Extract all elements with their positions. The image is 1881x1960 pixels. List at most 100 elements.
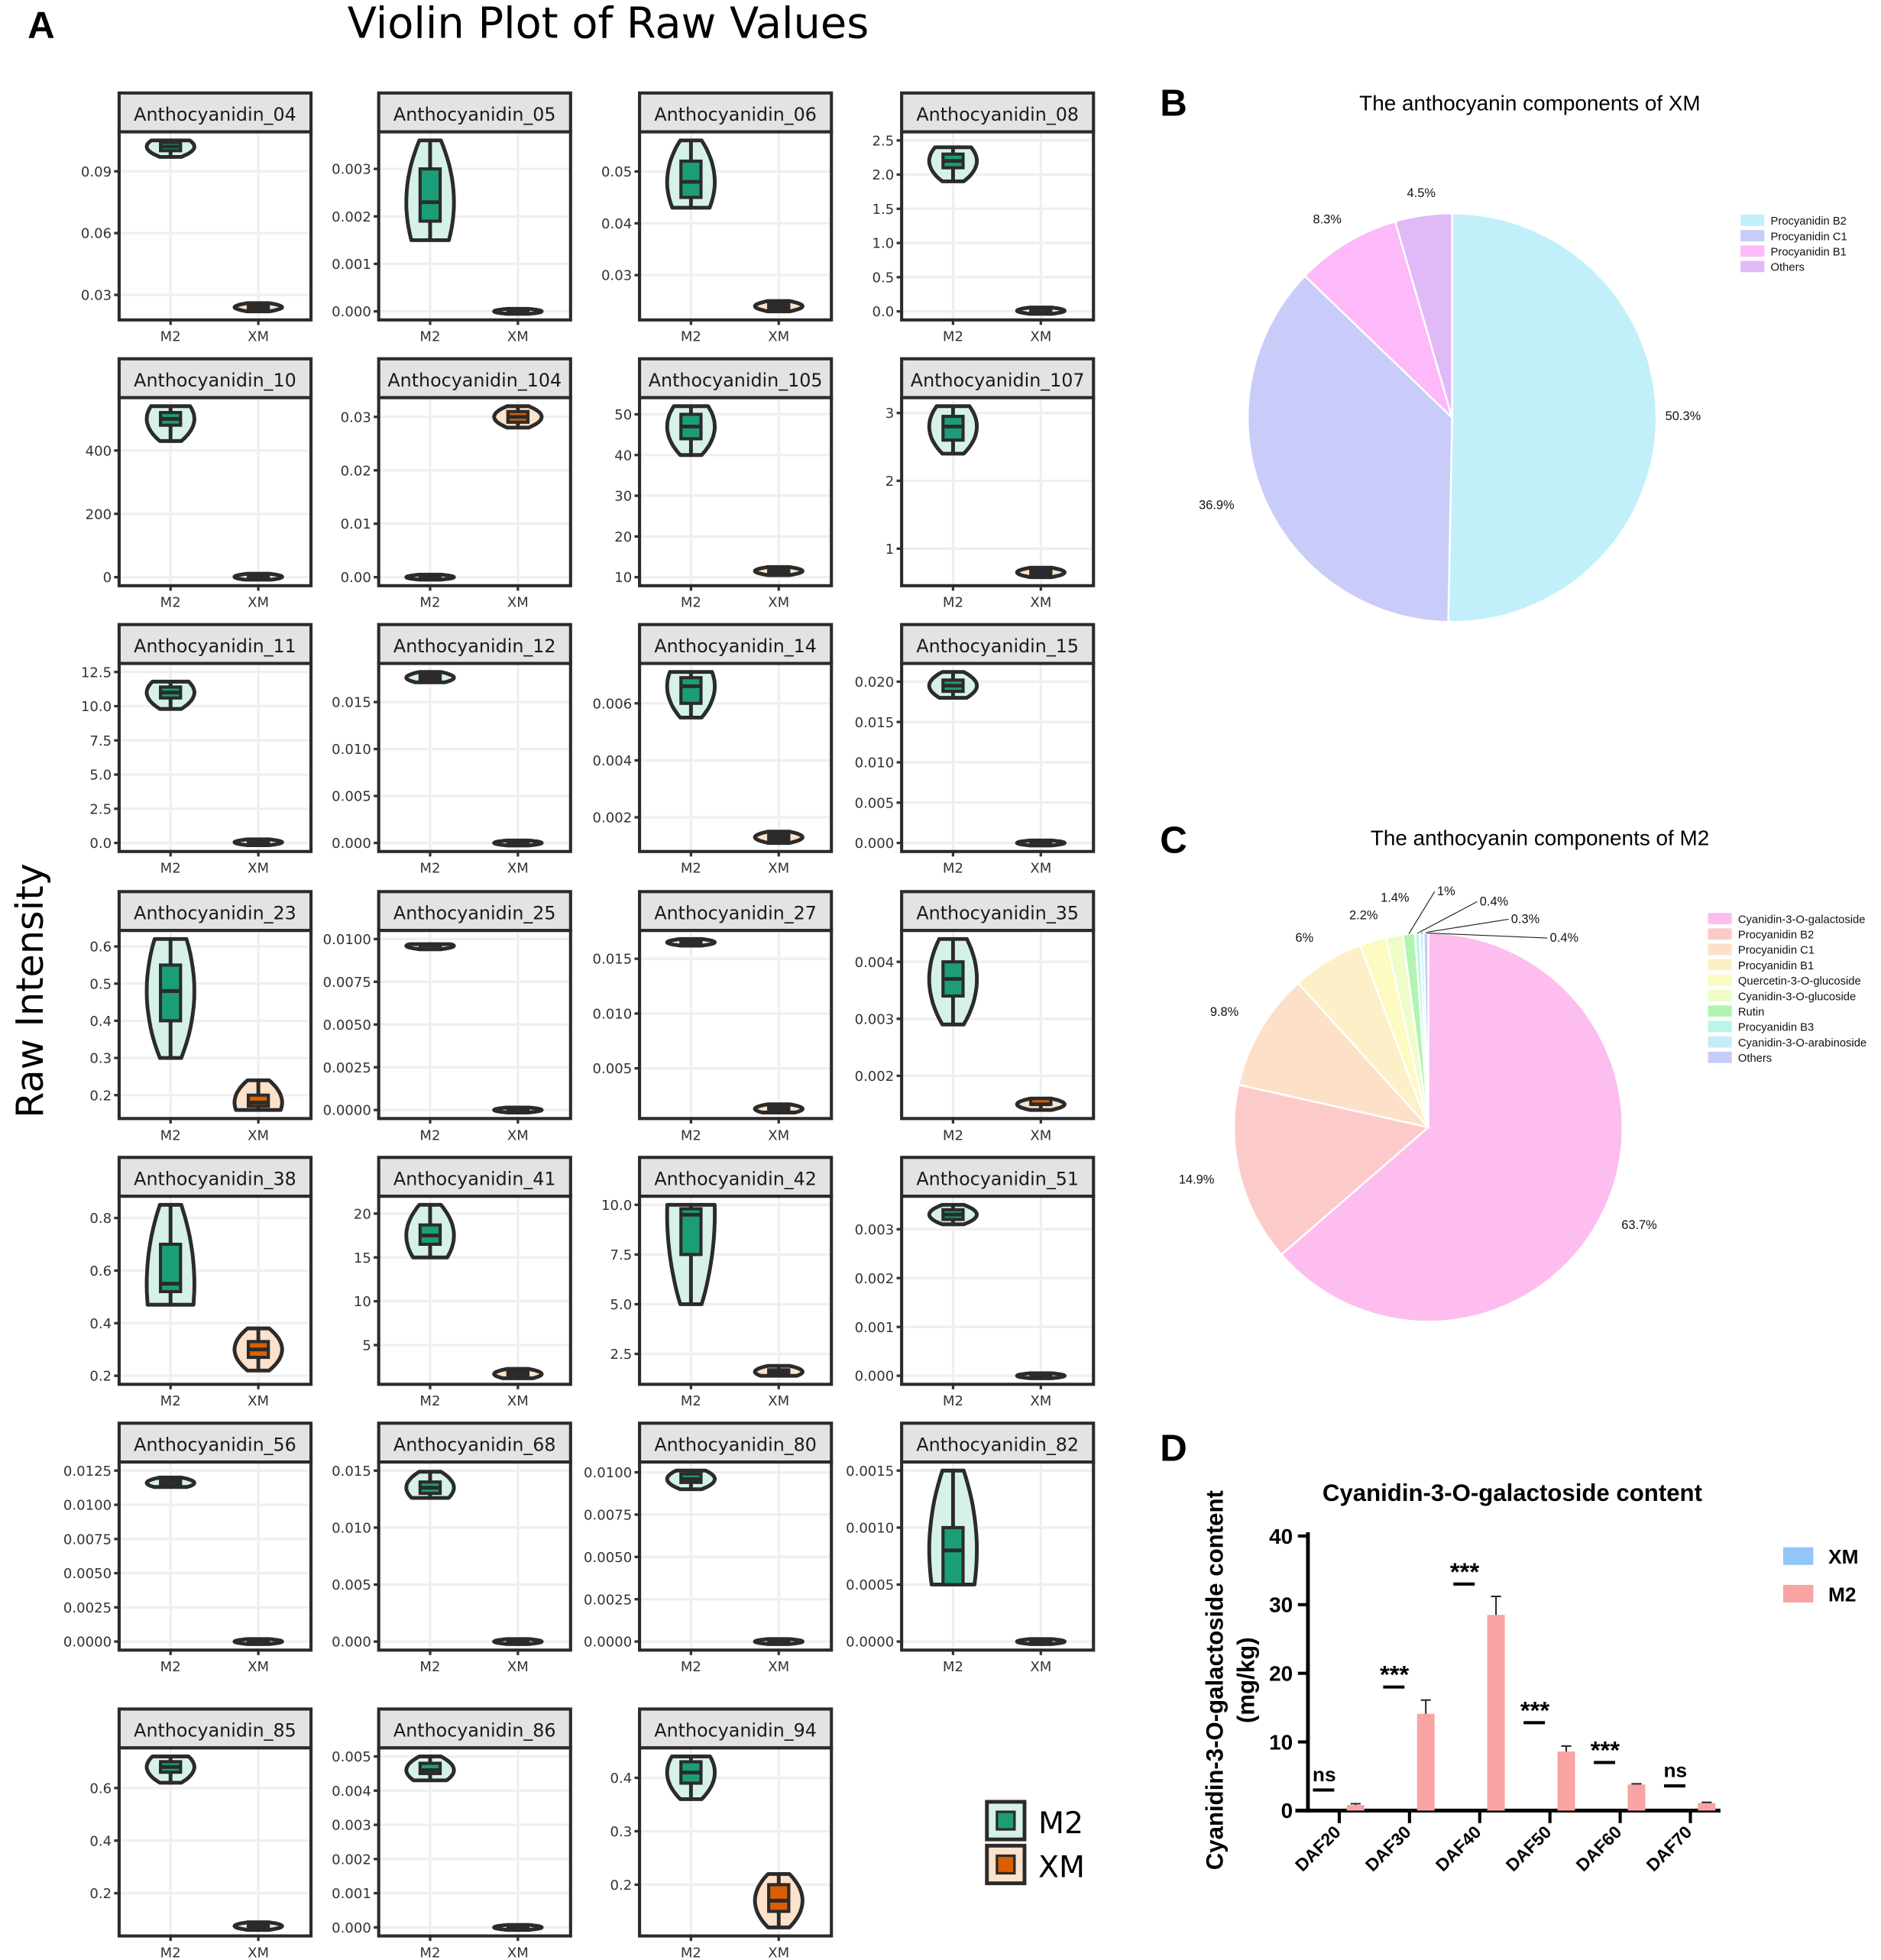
panel-title: Anthocyanidin_25	[393, 902, 556, 923]
x-tick-label-m2: M2	[681, 1393, 701, 1409]
x-tick-label-xm: XM	[507, 595, 529, 611]
y-tick-label: 0.04	[601, 216, 632, 232]
panel-border	[900, 130, 1096, 322]
x-tick-label-xm: XM	[1030, 595, 1051, 611]
y-tick-label: 0.09	[81, 164, 112, 180]
y-tick-label: 0.0050	[584, 1550, 632, 1566]
x-tick-label-xm: XM	[1030, 1659, 1051, 1675]
pie-b: 50.3% Procyanidin B2 36.9% Procyanidin C1 8.…	[1199, 186, 1847, 623]
leader-line	[1421, 918, 1509, 934]
y-tick-label: 0.2	[89, 1369, 112, 1385]
panel-title: Anthocyanidin_35	[916, 902, 1079, 923]
y-tick-label: 0.010	[855, 755, 895, 771]
y-tick-label: 10	[614, 570, 632, 586]
panel-border	[377, 661, 572, 853]
y-tick-label: 0	[103, 570, 112, 586]
y-tick-label: 10	[1269, 1730, 1293, 1754]
panel-title: Anthocyanidin_80	[654, 1434, 817, 1455]
panel-title: Anthocyanidin_51	[916, 1168, 1079, 1189]
y-tick-label: 7.5	[89, 733, 112, 749]
x-tick-label: DAF70	[1642, 1822, 1695, 1875]
x-tick-label-xm: XM	[248, 1945, 269, 1960]
y-tick-label: 0.002	[593, 810, 633, 826]
y-tick-label: 0.015	[332, 1464, 371, 1480]
bar-m2	[1487, 1615, 1505, 1811]
y-tick-label: 0.00	[341, 570, 371, 586]
panel-border	[900, 929, 1096, 1121]
y-tick-label: 0.0000	[323, 1103, 371, 1119]
x-tick-label-m2: M2	[160, 595, 181, 611]
legend-label: Procyanidin B1	[1771, 246, 1847, 258]
y-tick-label: 0.0100	[63, 1498, 112, 1514]
x-tick-label-xm: XM	[768, 329, 789, 345]
y-tick-label: 0	[1281, 1799, 1293, 1823]
y-tick-label: 0.010	[332, 742, 371, 758]
y-tick-label: 0.003	[332, 162, 371, 178]
y-tick-label: 0.5	[89, 976, 112, 992]
y-tick-label: 12.5	[81, 665, 112, 681]
panel-title: Anthocyanidin_05	[393, 104, 556, 125]
y-tick-label: 0.001	[855, 1320, 895, 1336]
panel-border	[638, 661, 834, 853]
panel-label-c: C	[1160, 819, 1187, 861]
x-tick-label-xm: XM	[248, 861, 269, 877]
x-tick-label-m2: M2	[943, 1127, 963, 1143]
panel-strip	[377, 357, 572, 399]
panel-border	[377, 396, 572, 587]
violin-panel: Anthocyanidin_27 0.005 0.010 0.015 M2 XM	[593, 890, 834, 1143]
y-tick-label: 0.004	[593, 753, 633, 769]
violin-panel: Anthocyanidin_56 0.0000 0.0025 0.0050 0.0075…	[63, 1421, 313, 1675]
significance-label: ns	[1664, 1759, 1688, 1782]
significance-label: ***	[1591, 1736, 1620, 1764]
legend-swatch	[1740, 214, 1765, 226]
panel-title: Anthocyanidin_86	[393, 1720, 556, 1742]
x-tick-label: DAF40	[1432, 1822, 1485, 1875]
panel-strip	[117, 1156, 313, 1198]
panel-strip	[900, 623, 1096, 665]
panel-border	[117, 1460, 313, 1652]
panel-title: Anthocyanidin_27	[654, 902, 817, 923]
y-tick-label: 0.015	[855, 715, 895, 731]
legend-label: Others	[1771, 262, 1805, 274]
y-tick-label: 40	[1269, 1525, 1293, 1548]
x-tick-label-xm: XM	[507, 861, 529, 877]
y-tick-label: 0.002	[855, 1271, 895, 1287]
x-tick-label-xm: XM	[507, 329, 529, 345]
y-tick-label: 0.3	[89, 1051, 112, 1067]
pie-label: 6%	[1295, 931, 1313, 945]
pie-label: 36.9%	[1199, 499, 1235, 513]
pie-c-title: The anthocyanin components of M2	[1371, 826, 1709, 850]
legend-swatch	[1708, 1020, 1732, 1033]
legend-label: Procyanidin B2	[1738, 930, 1814, 942]
legend-swatch	[1708, 974, 1732, 986]
x-tick-label-xm: XM	[768, 1945, 789, 1960]
y-tick-label: 0.0050	[323, 1017, 371, 1033]
violin-panel: Anthocyanidin_80 0.0000 0.0025 0.0050 0.0075…	[584, 1421, 834, 1675]
y-tick-label: 0.4	[89, 1316, 112, 1332]
significance-label: ***	[1520, 1696, 1550, 1724]
violin-panel: Anthocyanidin_82 0.0000 0.0005 0.0010 0.0015…	[846, 1421, 1096, 1675]
panel-border	[900, 661, 1096, 853]
panel-strip	[638, 1421, 834, 1464]
x-tick-label-xm: XM	[1030, 329, 1051, 345]
y-tick-label: 0.0000	[846, 1635, 894, 1651]
y-tick-label: 0.0050	[63, 1566, 112, 1582]
x-tick-label-m2: M2	[419, 1393, 440, 1409]
plot-area	[118, 1462, 312, 1651]
y-tick-label: 0.6	[89, 940, 112, 956]
y-tick-label: 50	[614, 407, 632, 423]
panel-title: Anthocyanidin_82	[916, 1434, 1079, 1455]
y-tick-label: 0.0025	[323, 1060, 371, 1076]
panel-border	[638, 1746, 834, 1938]
violin-ylabel: Raw Intensity	[8, 863, 52, 1118]
panel-title: Anthocyanidin_42	[654, 1168, 817, 1189]
legend-label-m2: M2	[1038, 1806, 1083, 1841]
x-tick-label-xm: XM	[768, 1393, 789, 1409]
y-tick-label: 15	[354, 1250, 371, 1266]
panel-title: Anthocyanidin_14	[654, 636, 817, 657]
plot-area	[639, 930, 832, 1119]
x-tick-label-m2: M2	[681, 595, 701, 611]
y-tick-label: 10	[354, 1294, 371, 1310]
x-tick-label-m2: M2	[160, 1127, 181, 1143]
x-tick-label-m2: M2	[160, 329, 181, 345]
